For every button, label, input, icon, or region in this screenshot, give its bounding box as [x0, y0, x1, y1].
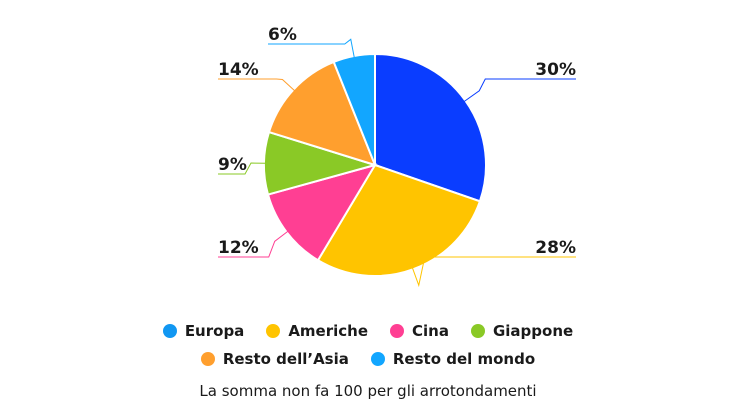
legend-row-2: Resto dell’Asia Resto del mondo — [0, 350, 736, 368]
legend-item-cina: Cina — [390, 322, 449, 340]
leader-line-europa — [463, 78, 576, 103]
legend-swatch-resto-asia — [200, 352, 215, 366]
data-label-americhe: 28% — [535, 238, 576, 258]
legend-swatch-americhe — [266, 324, 281, 338]
leader-line-giappone — [218, 162, 267, 175]
legend-label-cina: Cina — [412, 322, 449, 340]
legend-label-europa: Europa — [184, 322, 245, 340]
legend-item-giappone: Giappone — [470, 322, 574, 340]
leader-line-cina — [218, 230, 289, 258]
chart-note: La somma non fa 100 per gli arrotondamen… — [199, 382, 537, 400]
legend-label-resto-mondo: Resto del mondo — [392, 350, 536, 368]
legend-row-1: Europa Americhe Cina Giappone — [0, 322, 736, 340]
legend-swatch-cina — [390, 324, 405, 338]
leader-line-resto-del-mondo — [268, 38, 355, 59]
data-label-giappone: 9% — [218, 155, 247, 175]
data-label-cina: 12% — [218, 238, 259, 258]
pie-chart: 30% 28% 12% 9% 14% 6% — [218, 25, 576, 288]
data-label-europa: 30% — [535, 60, 576, 80]
legend-item-europa: Europa — [162, 322, 245, 340]
leader-line-resto-dell-asia — [218, 78, 296, 92]
legend-item-resto-mondo: Resto del mondo — [370, 350, 536, 368]
legend-label-resto-asia: Resto dell’Asia — [222, 350, 349, 368]
leader-line-americhe — [411, 256, 576, 288]
legend-item-americhe: Americhe — [266, 322, 368, 340]
legend-label-giappone: Giappone — [492, 322, 574, 340]
data-label-resto-dell-asia: 14% — [218, 60, 259, 80]
data-label-resto-del-mondo: 6% — [268, 25, 297, 45]
legend-swatch-resto-mondo — [370, 352, 385, 366]
legend-item-resto-asia: Resto dell’Asia — [200, 350, 349, 368]
legend-label-americhe: Americhe — [288, 322, 369, 340]
legend-swatch-giappone — [470, 324, 485, 338]
legend-swatch-europa — [162, 324, 177, 338]
